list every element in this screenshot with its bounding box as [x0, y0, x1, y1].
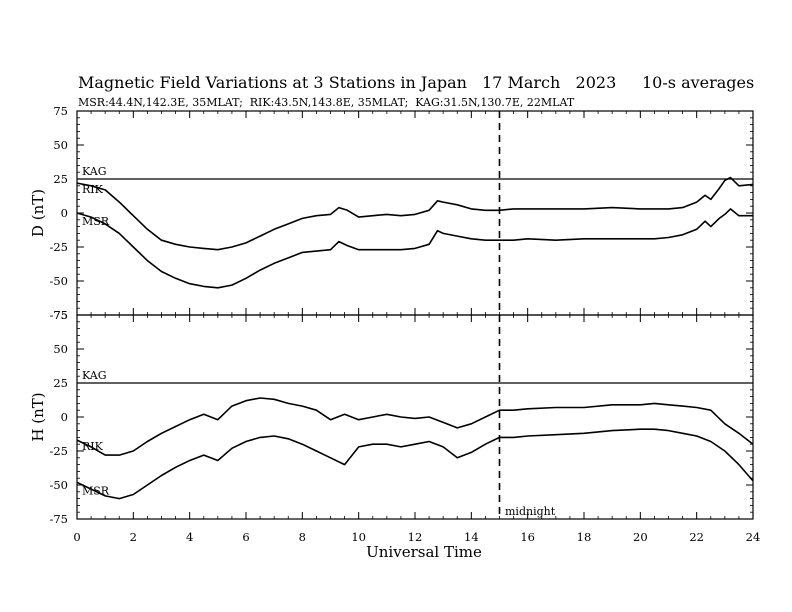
h-label-msr: MSR [82, 484, 110, 497]
x-tick-label: 8 [299, 530, 306, 544]
x-tick-label: 18 [577, 530, 592, 544]
x-tick-label: 0 [73, 530, 80, 544]
d-ytick-label: -50 [49, 274, 68, 288]
x-tick-label: 2 [130, 530, 137, 544]
d-series-msr [76, 208, 753, 289]
d-panel-frame [76, 110, 754, 316]
h-ytick-label: -75 [49, 512, 68, 526]
h-ytick-label: 25 [53, 376, 68, 390]
d-ytick-label: 75 [53, 104, 68, 118]
x-tick-label: 14 [464, 530, 479, 544]
d-label-rik: RIK [82, 183, 104, 196]
h-ytick-label: -25 [49, 444, 68, 458]
h-series-msr [76, 428, 754, 500]
chart-subtitle: MSR:44.4N,142.3E, 35MLAT; RIK:43.5N,143.… [78, 96, 575, 109]
d-label-kag: KAG [82, 165, 107, 178]
chart-title: Magnetic Field Variations at 3 Stations … [78, 73, 467, 92]
d-ytick-label: 50 [53, 138, 68, 152]
x-tick-label: 22 [689, 530, 704, 544]
d-ytick-label: -25 [49, 240, 68, 254]
h-label-kag: KAG [82, 369, 107, 382]
d-ytick-label: -75 [49, 308, 68, 322]
h-series-rik [76, 397, 754, 456]
h-ytick-label: 75 [53, 308, 68, 322]
x-tick-label: 4 [186, 530, 193, 544]
x-tick-label: 16 [520, 530, 535, 544]
x-tick-label: 12 [408, 530, 423, 544]
d-ylabel: D (nT) [29, 189, 47, 237]
h-ytick-label: 50 [53, 342, 68, 356]
h-label-rik: RIK [82, 440, 104, 453]
h-ylabel: H (nT) [29, 392, 47, 441]
midnight-annotation: midnight [505, 505, 556, 518]
chart-averaging: 10-s averages [642, 73, 754, 92]
d-label-msr: MSR [82, 215, 110, 228]
d-ytick-label: 0 [61, 206, 68, 220]
x-axis-label: Universal Time [366, 543, 482, 561]
chart-marks: 75 50 25 0 -25 -50 -75 KAG RIK MSR 75 50 25 0 -25 -50 -7… [49, 104, 760, 544]
x-tick-label: 20 [633, 530, 648, 544]
h-ytick-label: -50 [49, 478, 68, 492]
x-tick-label: 24 [746, 530, 761, 544]
h-ytick-label: 0 [61, 410, 68, 424]
d-series-rik [76, 176, 754, 251]
h-panel-frame [76, 314, 754, 520]
x-tick-label: 6 [242, 530, 249, 544]
chart-date: 17 March 2023 [482, 73, 616, 92]
x-tick-label: 10 [351, 530, 366, 544]
d-ytick-label: 25 [53, 172, 68, 186]
